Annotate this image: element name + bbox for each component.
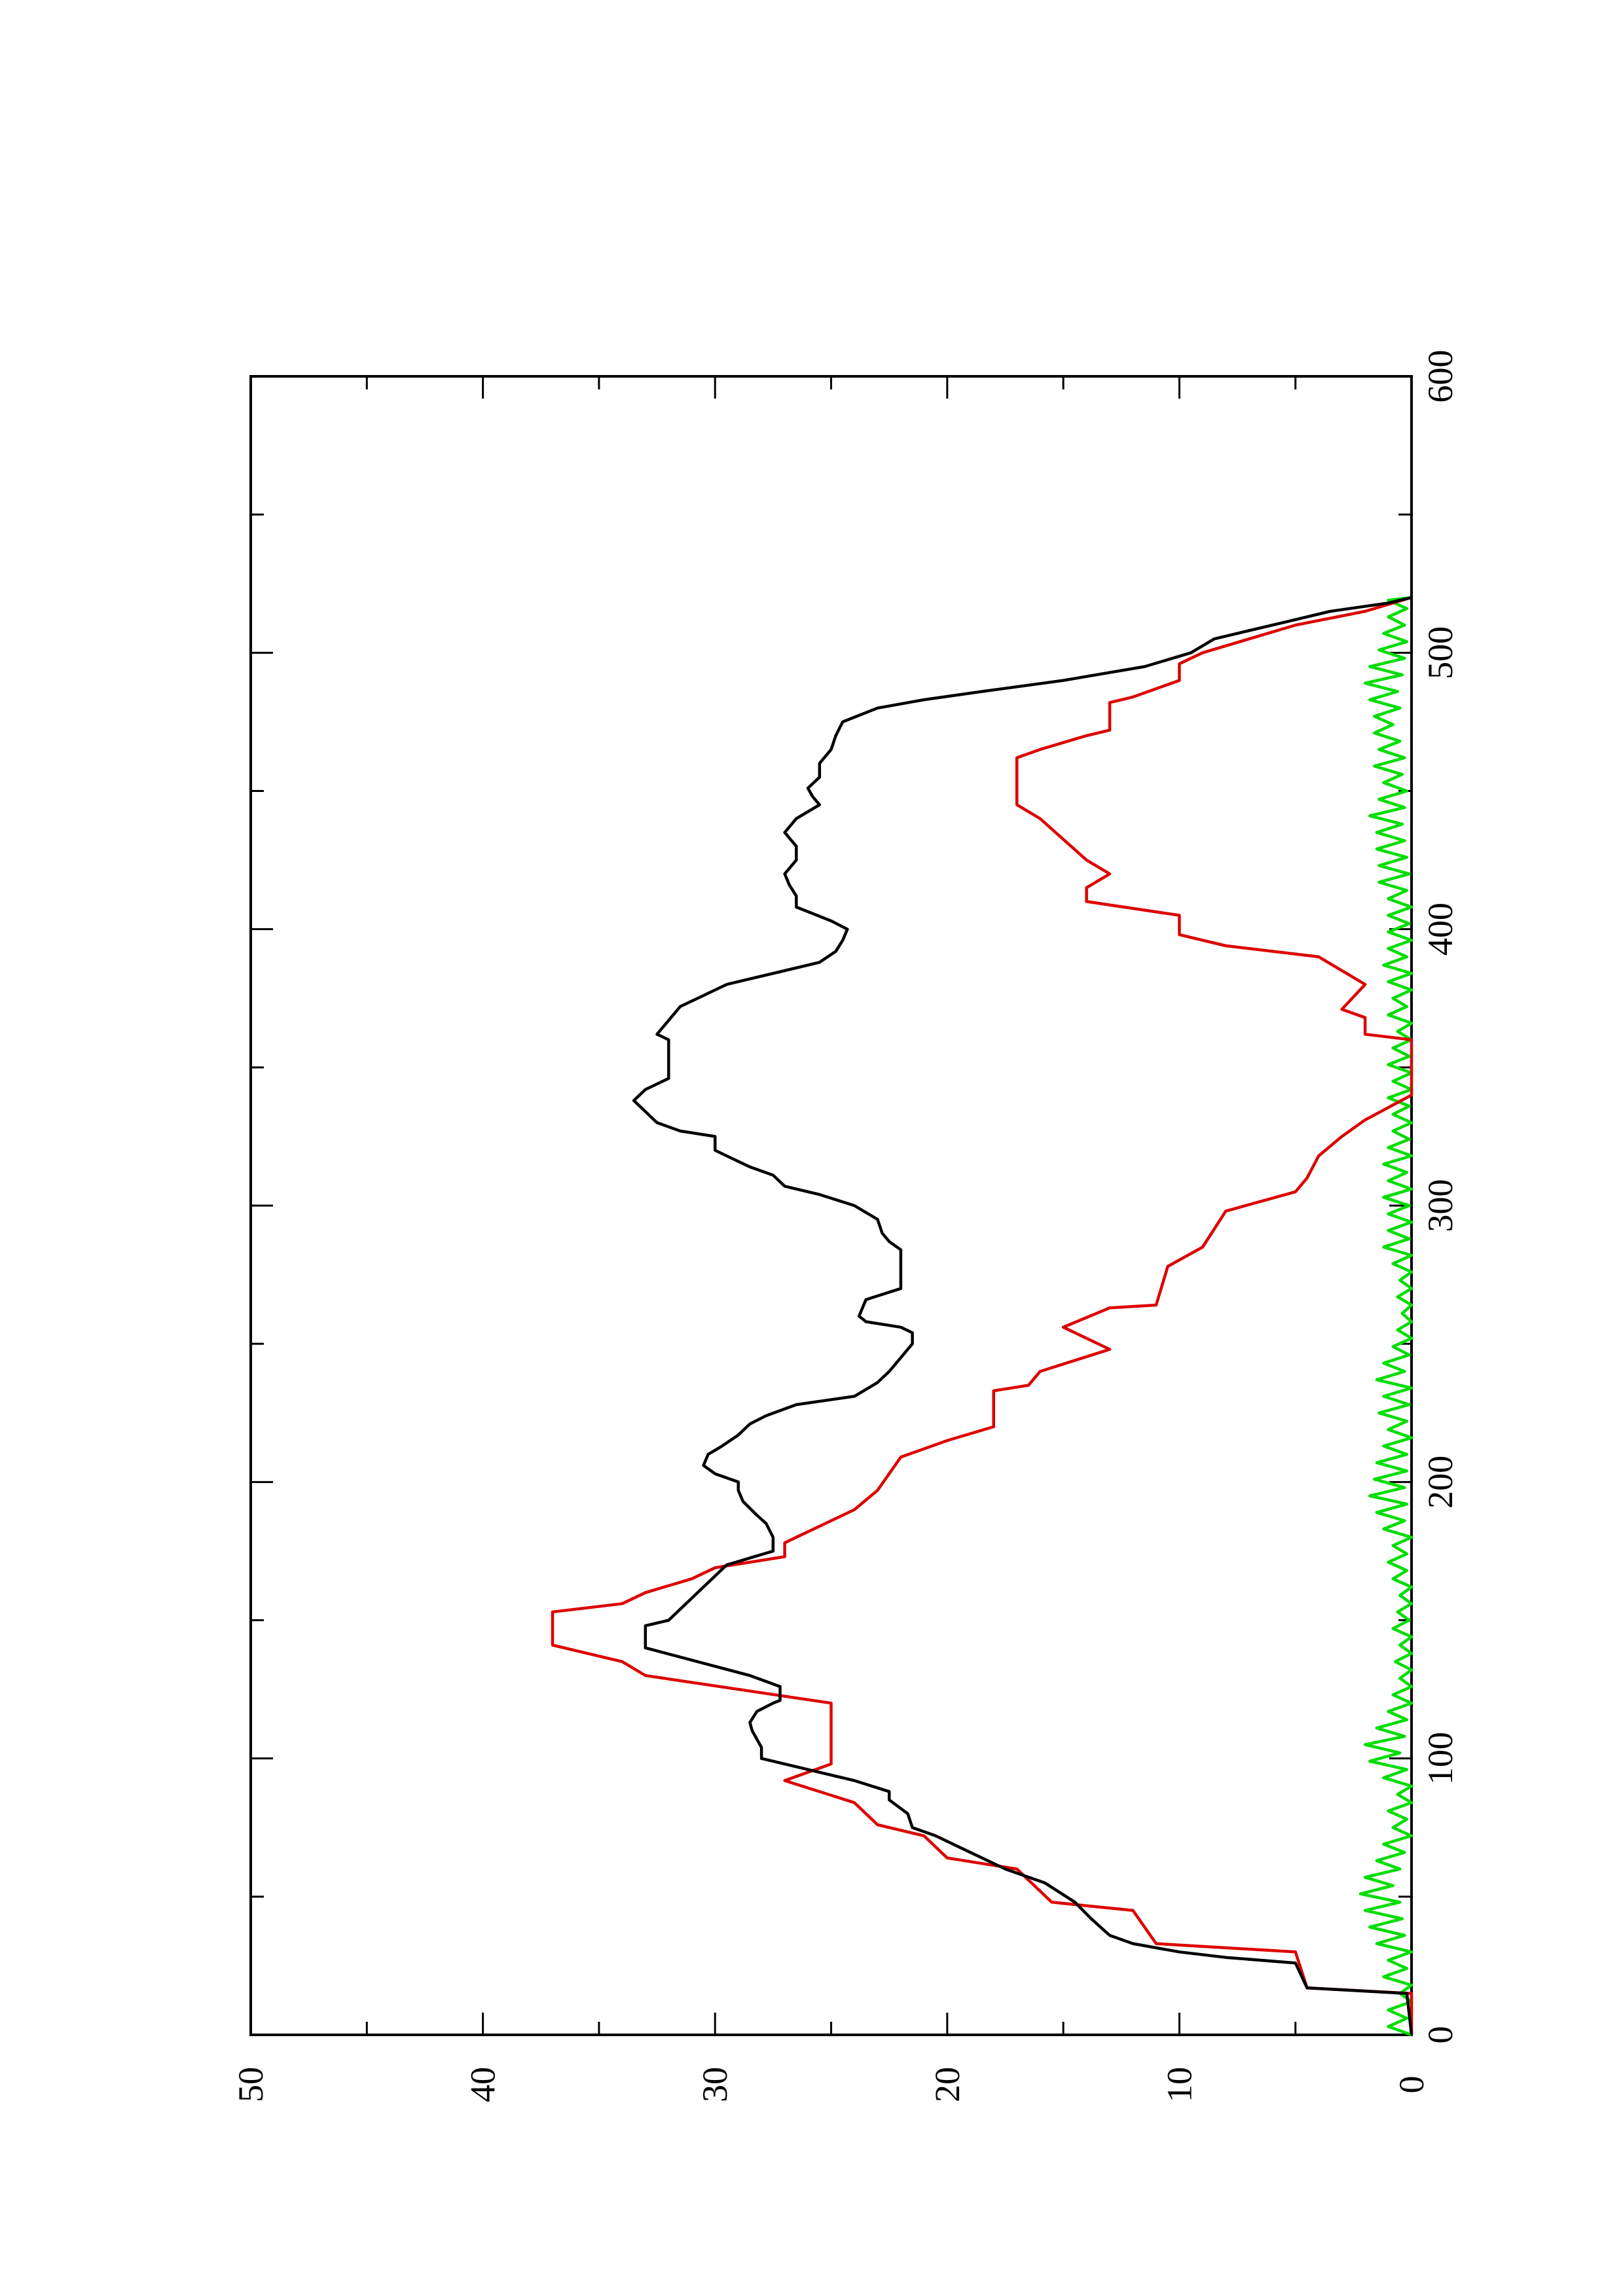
x-tick-label: 600	[1421, 350, 1460, 403]
x-tick-label: 300	[1421, 1179, 1460, 1232]
y-tick-label: 0	[1392, 2076, 1431, 2094]
y-tick-label: 40	[464, 2067, 503, 2102]
x-tick-label: 400	[1421, 903, 1460, 956]
series-line-green	[1359, 596, 1413, 2037]
x-tick-label: 500	[1421, 626, 1460, 679]
y-tick-label: 30	[695, 2067, 735, 2102]
tick-labels: 0 100 200 300 400 500 600 0 10 20 30 40 50	[231, 350, 1460, 2103]
x-tick-label: 100	[1421, 1732, 1460, 1785]
x-tick-label: 200	[1421, 1456, 1460, 1509]
y-tick-label: 50	[231, 2067, 270, 2102]
y-tick-label: 10	[1159, 2067, 1199, 2102]
axis-ticks	[249, 375, 1413, 2036]
series-line-black	[632, 596, 1413, 2036]
series-lines	[551, 596, 1413, 2037]
x-tick-label: 0	[1421, 2026, 1460, 2044]
y-tick-label: 20	[928, 2067, 967, 2102]
series-line-red	[551, 596, 1413, 2035]
plot-frame	[249, 375, 1413, 2036]
